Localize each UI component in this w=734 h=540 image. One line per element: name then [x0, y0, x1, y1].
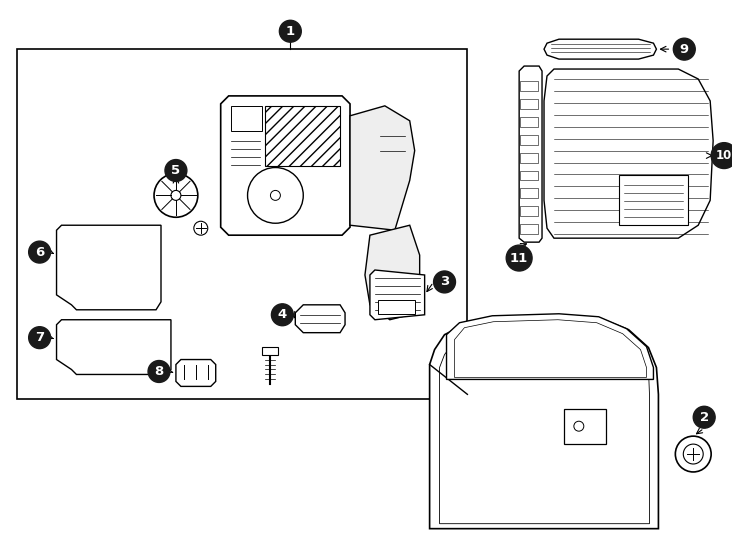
Polygon shape [446, 314, 653, 380]
Circle shape [280, 21, 301, 42]
Circle shape [272, 304, 294, 326]
Circle shape [148, 361, 170, 382]
Polygon shape [266, 106, 340, 166]
Bar [263, 347, 278, 355]
Circle shape [165, 160, 187, 181]
Text: 8: 8 [154, 365, 164, 378]
Text: 1: 1 [286, 25, 295, 38]
Polygon shape [544, 69, 713, 238]
Text: 4: 4 [277, 308, 287, 321]
Polygon shape [221, 96, 350, 235]
Text: 3: 3 [440, 275, 449, 288]
Polygon shape [57, 225, 161, 310]
Text: 10: 10 [716, 149, 733, 162]
Bar [520, 81, 538, 91]
Polygon shape [350, 106, 415, 230]
Circle shape [673, 38, 695, 60]
Text: 6: 6 [35, 246, 44, 259]
Text: 9: 9 [680, 43, 688, 56]
Polygon shape [176, 360, 216, 387]
Bar [564, 409, 606, 444]
Circle shape [434, 271, 456, 293]
Bar [17, 49, 468, 400]
Text: 7: 7 [35, 331, 44, 344]
Circle shape [711, 143, 734, 168]
Circle shape [693, 406, 715, 428]
Circle shape [29, 327, 51, 349]
Circle shape [29, 241, 51, 263]
Bar [520, 171, 538, 180]
Bar [378, 300, 415, 314]
Bar [520, 99, 538, 109]
Bar [520, 224, 538, 234]
Polygon shape [519, 66, 542, 242]
Polygon shape [544, 39, 656, 59]
Text: 2: 2 [700, 411, 709, 424]
Text: 11: 11 [510, 252, 528, 265]
Bar [619, 176, 688, 225]
Polygon shape [295, 305, 345, 333]
Text: 5: 5 [171, 164, 181, 177]
Polygon shape [57, 320, 171, 374]
Bar [520, 117, 538, 127]
Polygon shape [370, 270, 425, 320]
Circle shape [506, 245, 532, 271]
Bar [520, 188, 538, 198]
Polygon shape [365, 225, 420, 320]
Bar [520, 153, 538, 163]
Polygon shape [429, 315, 658, 529]
Bar [520, 134, 538, 145]
Bar [230, 106, 263, 131]
Bar [520, 206, 538, 217]
